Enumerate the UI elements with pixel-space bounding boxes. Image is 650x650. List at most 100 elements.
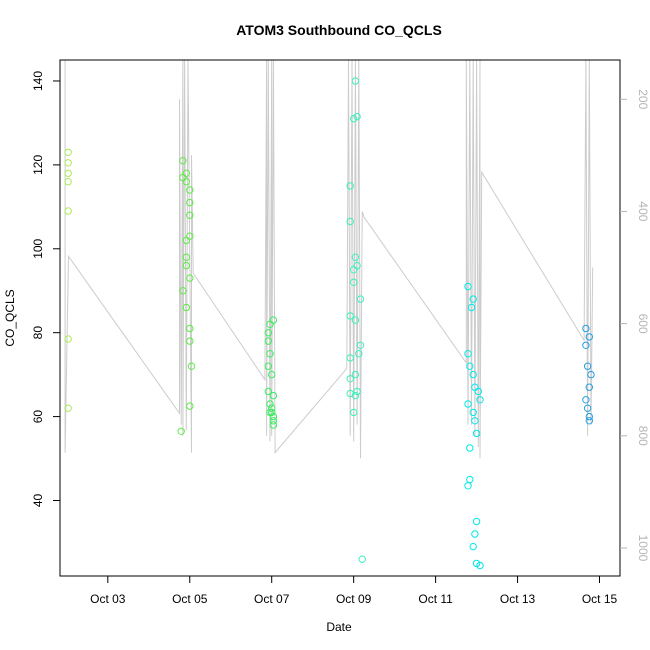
x-tick-label: Oct 07 [254,592,290,606]
data-point [268,404,276,412]
data-point [269,417,278,425]
data-point [469,408,477,417]
y-tick-label: 80 [31,326,45,340]
data-point [585,417,593,425]
data-point [582,341,590,349]
data-point [64,159,72,167]
data-point [467,303,476,312]
data-point [471,530,479,538]
y-tick-label: 60 [31,410,45,424]
y-axis-left: 40 60 80 100 120 140 [31,71,60,507]
data-point [351,391,360,400]
data-point [472,517,481,526]
data-point [64,178,72,186]
data-point [471,417,479,425]
data-point [351,370,360,379]
data-point [351,316,360,324]
data-point [346,354,354,362]
y2-tick-label: 400 [636,201,650,221]
data-point [358,555,366,563]
pressure-line-layer [64,59,594,459]
data-point [476,561,484,570]
data-point [351,253,360,261]
x-tick-label: Oct 15 [582,592,618,606]
plot-frame [59,59,621,577]
x-tick-label: Oct 13 [500,592,536,606]
y2-tick-label: 600 [636,314,650,334]
data-point [346,375,354,383]
data-point [182,169,191,178]
data-point [350,278,358,286]
data-point [182,236,191,245]
data-point [182,261,191,270]
x-tick-label: Oct 11 [418,592,453,606]
data-point [186,337,194,345]
data-point [186,198,194,207]
y2-tick-label: 1000 [636,535,650,562]
data-point [583,404,592,412]
data-point [264,329,272,337]
data-point [476,396,484,404]
data-point [264,362,272,370]
data-point [356,341,365,349]
data-point [346,182,354,190]
data-point [264,387,272,396]
data-points-layer [64,77,595,570]
data-point [355,350,363,358]
data-point [466,475,474,484]
data-point [269,316,278,324]
data-point [269,421,278,429]
data-point [582,324,590,333]
data-point [469,542,477,551]
data-point [356,295,365,303]
data-point [469,295,477,303]
data-point [186,324,194,333]
data-point [346,312,354,320]
data-point [469,370,477,379]
data-point [186,274,194,282]
data-point [350,408,358,417]
y2-tick-label: 200 [636,89,650,109]
data-point [182,178,191,186]
data-point [186,402,194,410]
data-point [351,77,360,85]
data-point [182,253,191,261]
data-point [177,427,185,435]
data-point [464,282,472,291]
data-point [585,412,593,421]
data-point [182,303,191,312]
data-point [466,362,474,370]
data-point [466,444,474,452]
x-tick-label: Oct 03 [90,592,126,606]
y-tick-label: 40 [31,493,45,507]
data-point [587,370,595,379]
data-point [187,362,196,370]
data-point [179,157,187,165]
y-tick-label: 140 [31,71,45,91]
data-point [464,400,472,408]
data-point [64,169,72,178]
data-point [464,350,472,358]
y-axis-right: 200 400 600 800 1000 [620,89,650,562]
x-axis-label: Date [326,620,352,634]
data-point [350,266,358,274]
x-axis: Oct 03 Oct 05 Oct 07 Oct 09 Oct 11 Oct 13 Oct … [90,576,618,606]
x-tick-label: Oct 05 [172,592,208,606]
data-point [186,186,194,194]
data-point [186,211,194,219]
chart-title: ATOM3 Southbound CO_QCLS [236,22,442,38]
data-point [350,115,358,123]
data-point [464,482,472,490]
data-point [266,350,274,358]
data-point [264,337,272,345]
data-point [64,404,72,412]
data-point [64,335,72,343]
data-point [179,287,187,295]
data-point [269,391,278,400]
data-point [268,370,276,379]
data-point [64,207,72,215]
data-point [585,383,593,391]
data-point [585,333,593,341]
y-axis-label: CO_QCLS [3,289,17,346]
